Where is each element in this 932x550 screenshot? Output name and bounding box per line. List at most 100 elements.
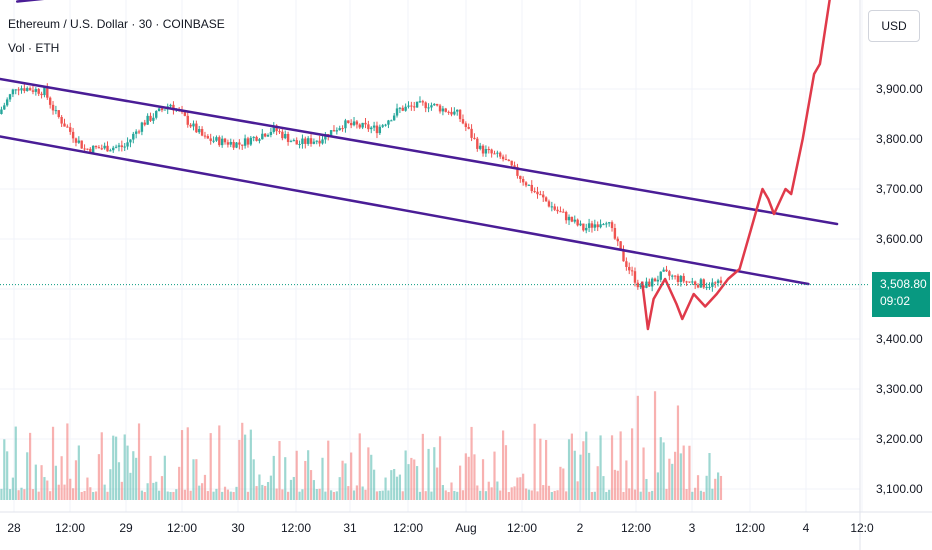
grid bbox=[0, 0, 863, 512]
volume-bar-25 bbox=[72, 488, 75, 500]
candle-18 bbox=[51, 101, 55, 115]
x-tick-label: 28 bbox=[7, 521, 21, 535]
candle-88 bbox=[252, 136, 255, 142]
candle-248 bbox=[711, 278, 714, 292]
candle-4 bbox=[11, 88, 15, 98]
volume-bar-9 bbox=[26, 452, 29, 500]
projection-path[interactable] bbox=[640, 0, 831, 331]
candle-53 bbox=[152, 113, 155, 124]
candle-244 bbox=[699, 277, 703, 289]
candle-50 bbox=[143, 119, 146, 127]
volume-bar-135 bbox=[387, 490, 390, 500]
volume-bar-231 bbox=[662, 442, 665, 500]
candle-170 bbox=[487, 146, 490, 154]
volume-bar-3 bbox=[8, 489, 12, 500]
candle-124 bbox=[355, 119, 359, 129]
candle-110 bbox=[315, 140, 318, 145]
volume-bar-67 bbox=[192, 459, 195, 500]
candle-190 bbox=[544, 196, 548, 202]
x-tick-label: 31 bbox=[343, 521, 357, 535]
x-tick-label: 12:0 bbox=[850, 521, 874, 535]
volume-bar-180 bbox=[516, 477, 519, 500]
channel-lower-line[interactable] bbox=[0, 135, 810, 286]
volume-bar-247 bbox=[708, 453, 711, 500]
candle-194 bbox=[556, 206, 559, 214]
candle-152 bbox=[435, 103, 439, 107]
volume-bar-113 bbox=[324, 491, 327, 500]
candle-164 bbox=[470, 124, 473, 142]
volume-bar-225 bbox=[645, 478, 648, 500]
candle-75 bbox=[215, 135, 218, 142]
candle-70 bbox=[200, 126, 204, 137]
volume-bar-132 bbox=[378, 490, 381, 500]
trend-line-top[interactable] bbox=[15, 0, 286, 3]
candle-33 bbox=[94, 145, 98, 150]
candle-238 bbox=[682, 273, 685, 284]
candle-148 bbox=[424, 101, 427, 113]
currency-button[interactable]: USD bbox=[868, 10, 920, 42]
volume-bar-48 bbox=[137, 423, 141, 500]
candle-210 bbox=[602, 223, 605, 226]
volume-bar-239 bbox=[685, 489, 688, 500]
candle-111 bbox=[318, 135, 321, 147]
candle-234 bbox=[671, 274, 674, 280]
candle-128 bbox=[367, 120, 370, 132]
candle-216 bbox=[619, 241, 622, 250]
volume-bars bbox=[0, 391, 723, 500]
volume-bar-183 bbox=[524, 488, 528, 500]
volume-bar-249 bbox=[714, 478, 717, 500]
volume-bar-216 bbox=[619, 431, 622, 500]
candle-72 bbox=[206, 134, 210, 139]
candle-80 bbox=[229, 138, 232, 148]
volume-bar-241 bbox=[691, 491, 694, 500]
volume-bar-189 bbox=[542, 485, 545, 500]
candle-156 bbox=[447, 110, 450, 115]
volume-bar-110 bbox=[315, 489, 318, 500]
candle-173 bbox=[496, 150, 499, 158]
candle-71 bbox=[203, 131, 207, 139]
volume-bar-127 bbox=[364, 489, 367, 500]
volume-bar-21 bbox=[60, 456, 63, 500]
candle-10 bbox=[28, 86, 32, 91]
volume-bar-85 bbox=[244, 434, 247, 500]
candle-36 bbox=[103, 142, 106, 150]
volume-bar-213 bbox=[610, 435, 614, 500]
candle-113 bbox=[324, 132, 327, 144]
volume-bar-152 bbox=[436, 467, 439, 500]
candle-161 bbox=[461, 114, 465, 125]
x-tick-label: 29 bbox=[119, 521, 133, 535]
volume-bar-47 bbox=[135, 457, 138, 500]
volume-bar-170 bbox=[487, 481, 490, 500]
volume-bar-151 bbox=[433, 447, 436, 500]
volume-bar-36 bbox=[103, 484, 106, 500]
candle-184 bbox=[527, 184, 531, 186]
volume-bar-164 bbox=[470, 426, 473, 500]
volume-bar-43 bbox=[123, 434, 126, 500]
channel-upper-line[interactable] bbox=[0, 77, 839, 226]
candle-213 bbox=[610, 220, 614, 232]
candle-133 bbox=[381, 124, 384, 128]
volume-bar-95 bbox=[272, 455, 275, 500]
volume-bar-107 bbox=[307, 450, 310, 500]
volume-bar-65 bbox=[186, 427, 189, 500]
volume-bar-154 bbox=[441, 485, 444, 500]
candle-191 bbox=[547, 199, 551, 208]
candle-94 bbox=[269, 127, 273, 138]
candle-237 bbox=[679, 274, 683, 287]
candle-141 bbox=[404, 103, 407, 112]
volume-bar-30 bbox=[86, 477, 89, 500]
candle-101 bbox=[289, 139, 293, 143]
candle-109 bbox=[312, 138, 316, 145]
candle-116 bbox=[332, 125, 336, 132]
volume-bar-11 bbox=[31, 489, 35, 500]
volume-bar-242 bbox=[694, 487, 697, 500]
candle-51 bbox=[146, 113, 149, 125]
candle-1 bbox=[3, 102, 6, 110]
candle-241 bbox=[691, 277, 694, 286]
volume-bar-165 bbox=[473, 454, 476, 500]
volume-bar-79 bbox=[226, 489, 229, 500]
volume-bar-98 bbox=[281, 489, 284, 500]
volume-bar-42 bbox=[120, 481, 123, 500]
volume-bar-86 bbox=[246, 491, 250, 500]
